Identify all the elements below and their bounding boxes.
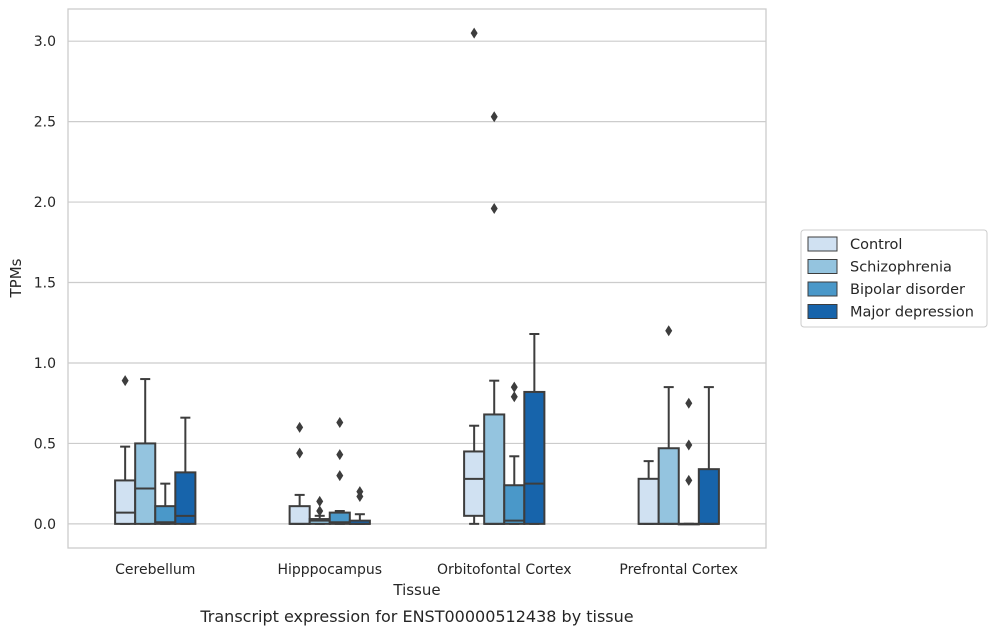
outlier-point <box>316 495 324 507</box>
legend-swatch <box>807 236 838 252</box>
y-tick-label: 1.5 <box>34 276 56 292</box>
box-iqr <box>503 484 526 525</box>
box-schizophrenia <box>483 111 506 525</box>
box-schizophrenia <box>134 378 157 525</box>
box-control <box>114 375 137 525</box>
box-iqr <box>328 511 351 525</box>
box-schizophrenia <box>308 495 331 525</box>
legend-swatch <box>807 259 838 274</box>
y-tick-label: 1.0 <box>34 356 56 372</box>
outlier-point <box>685 397 693 409</box>
box-control <box>637 460 660 525</box>
y-axis-label: TPMs <box>7 258 25 298</box>
box-major-depression <box>174 416 197 525</box>
box-major-depression <box>348 486 371 525</box>
box-iqr <box>174 471 197 525</box>
legend-swatch <box>807 304 838 319</box>
outlier-point <box>685 474 693 486</box>
legend-label: Major depression <box>850 305 974 321</box>
outlier-point <box>336 470 344 482</box>
box-iqr <box>523 390 546 525</box>
legend-swatch <box>807 281 838 297</box>
box-iqr <box>154 505 177 525</box>
outlier-point <box>470 27 478 39</box>
outlier-point <box>490 111 498 123</box>
outlier-point <box>296 421 304 433</box>
legend-label: Bipolar disorder <box>850 282 965 298</box>
x-tick-label: Cerebellum <box>115 562 195 578</box>
boxes <box>114 27 720 526</box>
box-major-depression <box>697 386 720 525</box>
legend-label: Schizophrenia <box>850 260 952 276</box>
box-iqr <box>288 505 311 525</box>
box-iqr <box>114 479 137 525</box>
x-tick-label: Orbitofontal Cortex <box>437 562 572 578</box>
outlier-point <box>510 391 518 403</box>
box-control <box>463 27 486 525</box>
box-bipolar-disorder <box>677 397 700 526</box>
box-bipolar-disorder <box>328 417 351 525</box>
x-tick-label: Prefrontal Cortex <box>619 562 738 578</box>
y-tick-label: 2.0 <box>34 195 56 211</box>
outlier-point <box>685 439 693 451</box>
outlier-point <box>336 417 344 429</box>
y-tick-label: 2.5 <box>34 115 56 131</box>
outlier-point <box>490 203 498 215</box>
box-iqr <box>483 413 506 525</box>
y-ticks: 0.0 0.5 1.0 1.5 2.0 2.5 3.0 <box>34 34 56 533</box>
legend: Control Schizophrenia Bipolar disorder Majo… <box>800 229 988 328</box>
outlier-point <box>296 447 304 459</box>
y-tick-label: 0.0 <box>34 517 56 533</box>
outlier-point <box>316 505 324 517</box>
outlier-point <box>356 486 364 498</box>
legend-label: Control <box>850 237 902 253</box>
box-control <box>288 421 311 525</box>
outlier-point <box>336 449 344 461</box>
outlier-point <box>665 325 673 337</box>
box-major-depression <box>523 333 546 525</box>
y-tick-label: 3.0 <box>34 34 56 50</box>
box-iqr <box>463 450 486 517</box>
box-iqr <box>657 447 680 525</box>
y-tick-label: 0.5 <box>34 436 56 452</box>
figure-caption: Transcript expression for ENST0000051243… <box>199 607 633 626</box>
outlier-point <box>510 381 518 393</box>
box-schizophrenia <box>657 325 680 525</box>
box-bipolar-disorder <box>503 381 526 525</box>
x-tick-label: Hipppocampus <box>277 562 382 578</box>
box-iqr <box>697 468 720 525</box>
x-ticks: Cerebellum Hipppocampus Orbitofontal Corte… <box>115 562 738 578</box>
plot-frame <box>67 8 767 549</box>
x-axis-label: Tissue <box>392 581 440 599</box>
box-bipolar-disorder <box>154 482 177 525</box>
box-iqr <box>637 477 660 525</box>
legend-frame <box>800 229 988 328</box>
plot-background <box>68 9 766 548</box>
box-iqr <box>134 442 157 525</box>
outlier-point <box>121 375 129 387</box>
